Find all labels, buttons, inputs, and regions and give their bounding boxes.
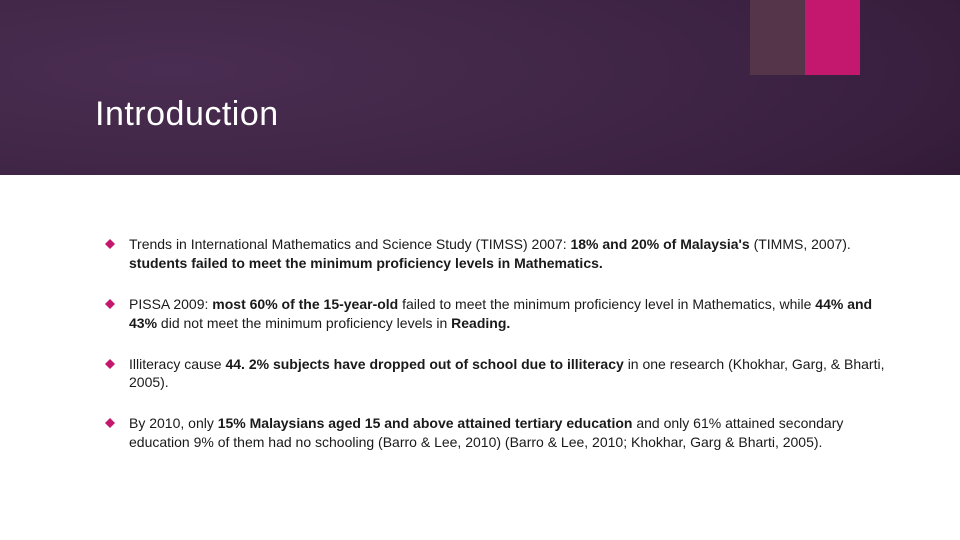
- accent-tab-dark: [750, 0, 805, 75]
- bullet-list: Trends in International Mathematics and …: [105, 235, 890, 474]
- diamond-icon: [105, 418, 115, 428]
- diamond-icon: [105, 299, 115, 309]
- list-item: By 2010, only 15% Malaysians aged 15 and…: [105, 414, 890, 452]
- slide: Introduction Trends in International Mat…: [0, 0, 960, 540]
- diamond-icon: [105, 239, 115, 249]
- list-item: Illiteracy cause 44. 2% subjects have dr…: [105, 355, 890, 393]
- diamond-icon: [105, 359, 115, 369]
- bullet-text: Trends in International Mathematics and …: [129, 235, 890, 273]
- page-title: Introduction: [95, 95, 279, 134]
- accent-tab-pink: [805, 0, 860, 75]
- bullet-text: Illiteracy cause 44. 2% subjects have dr…: [129, 355, 890, 393]
- list-item: Trends in International Mathematics and …: [105, 235, 890, 273]
- bullet-text: By 2010, only 15% Malaysians aged 15 and…: [129, 414, 890, 452]
- list-item: PISSA 2009: most 60% of the 15-year-old …: [105, 295, 890, 333]
- bullet-text: PISSA 2009: most 60% of the 15-year-old …: [129, 295, 890, 333]
